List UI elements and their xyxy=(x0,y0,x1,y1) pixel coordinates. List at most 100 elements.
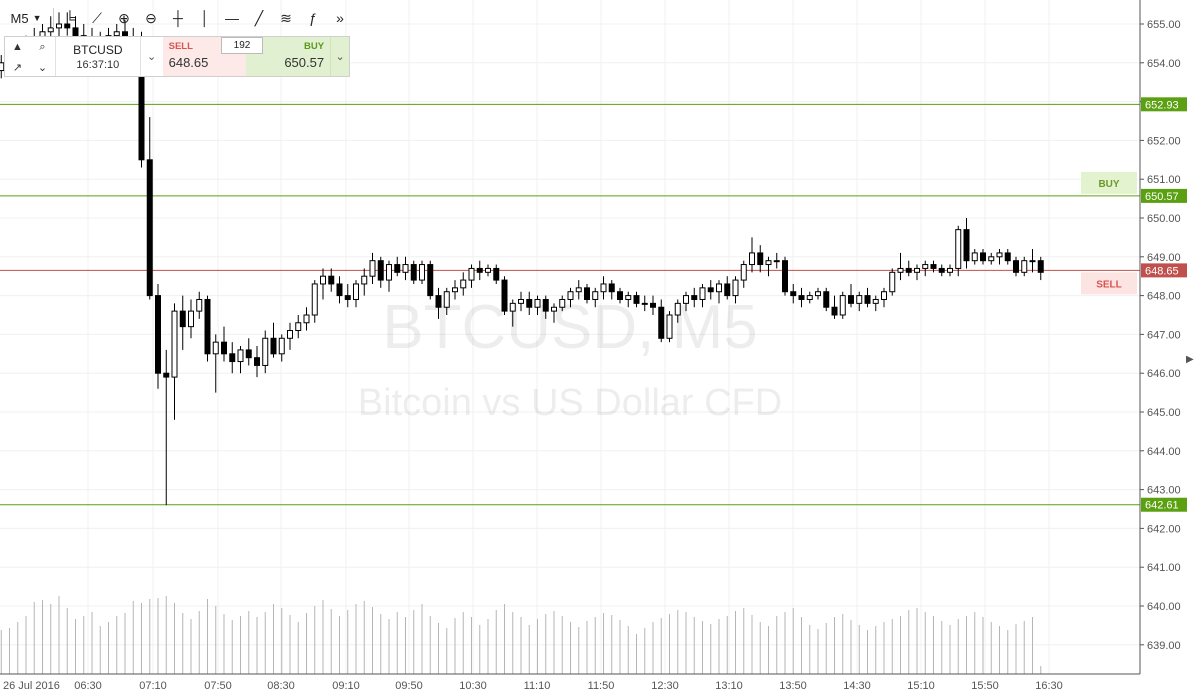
buy-dropdown-icon[interactable]: ⌄ xyxy=(330,37,350,76)
chevron-down-icon: ▼ xyxy=(32,13,42,23)
candle-body xyxy=(0,62,5,72)
candle-body xyxy=(839,295,846,316)
candle-body xyxy=(344,295,351,300)
horizontal-line-icon[interactable]: — xyxy=(225,10,239,26)
price-axis-bg xyxy=(1140,0,1194,694)
time-tick-label: 16:30 xyxy=(1035,680,1063,692)
price-line-label: 648.65 xyxy=(1145,265,1179,277)
candle-body xyxy=(732,279,739,297)
candle-body xyxy=(64,23,71,29)
candle-body xyxy=(402,264,409,273)
candle-body xyxy=(592,291,599,300)
sell-label: SELL xyxy=(168,41,193,52)
candle-body xyxy=(955,229,962,269)
fast-forward-icon[interactable]: » xyxy=(336,10,344,26)
candle-body xyxy=(460,279,467,289)
candle-body xyxy=(963,229,970,262)
time-tick-label: 09:10 xyxy=(332,680,360,692)
candle-body xyxy=(369,260,376,277)
watermark-description: Bitcoin vs US Dollar CFD xyxy=(358,382,782,424)
chevron-down-icon[interactable]: ⌄ xyxy=(37,61,48,74)
vertical-line-icon[interactable]: │ xyxy=(200,10,210,26)
sell-button[interactable]: SELL 648.65 xyxy=(162,37,247,76)
candle-body xyxy=(56,23,62,29)
trade-tag-bg xyxy=(1081,272,1137,295)
candle-body xyxy=(493,267,500,281)
candle-body xyxy=(179,310,186,328)
candle-body xyxy=(534,298,541,308)
chart-toolbar: M5 ▼ ╘ ⟋ ⊕ ⊖ ┼ │ — ╱ ≋ ƒ » xyxy=(0,0,370,36)
candle-body xyxy=(410,264,417,281)
panel-controls: ▲ ⌕ ↗ ⌄ xyxy=(5,37,56,76)
candle-body xyxy=(815,291,821,297)
trend-line-icon[interactable]: ╱ xyxy=(254,9,264,26)
quantity-input[interactable]: 192 xyxy=(221,37,263,54)
bar-style-icon[interactable]: ╘ xyxy=(65,10,75,26)
candle-body xyxy=(897,267,904,273)
candle-body xyxy=(435,295,442,308)
candle-body xyxy=(674,302,681,316)
candle-body xyxy=(171,310,178,378)
candle-body xyxy=(914,267,920,273)
price-tick-label: 641.00 xyxy=(1147,562,1181,574)
candle-body xyxy=(980,252,986,262)
price-line-label-bg xyxy=(1141,263,1187,278)
price-line-label: 650.57 xyxy=(1145,191,1179,203)
candle-body xyxy=(1004,252,1011,262)
price-line-label: 652.93 xyxy=(1145,99,1179,111)
candle-body xyxy=(773,260,780,263)
candle-body xyxy=(336,283,343,297)
candle-body xyxy=(237,349,244,363)
candle-body xyxy=(311,283,318,316)
candle-body xyxy=(254,357,260,366)
interval-selector[interactable]: M5 ▼ xyxy=(6,5,46,31)
candle-body xyxy=(1021,260,1028,273)
zoom-out-icon[interactable]: ⊖ xyxy=(145,9,157,26)
collapse-icon[interactable]: ▲ xyxy=(12,41,23,53)
candle-body xyxy=(72,27,79,37)
price-tick-label: 642.00 xyxy=(1147,523,1181,535)
candle-body xyxy=(1029,260,1036,263)
candle-body xyxy=(113,31,120,37)
search-icon[interactable]: ⌕ xyxy=(39,40,46,53)
candle-body xyxy=(699,287,706,300)
candle-body xyxy=(419,264,425,281)
candle-body xyxy=(658,306,665,339)
candle-body xyxy=(567,291,574,300)
candle-body xyxy=(551,306,557,312)
time-tick-label: 26 Jul 2016 xyxy=(3,680,60,692)
candle-body xyxy=(856,295,863,304)
external-link-icon[interactable]: ↗ xyxy=(12,61,23,74)
price-line-label-bg xyxy=(1141,497,1187,512)
symbol-info[interactable]: BTCUSD 16:37:10 xyxy=(56,37,141,76)
interval-label: M5 xyxy=(10,10,29,26)
price-tick-label: 651.00 xyxy=(1147,174,1181,186)
crosshair-icon[interactable]: ┼ xyxy=(173,10,183,26)
candle-body xyxy=(229,353,236,363)
candle-body xyxy=(188,310,194,328)
candle-body xyxy=(864,295,871,304)
time-tick-label: 11:10 xyxy=(524,680,551,692)
candle-body xyxy=(47,27,54,33)
symbol-dropdown-icon[interactable]: ⌄ xyxy=(147,51,157,63)
one-click-trade-panel: ▲ ⌕ ↗ ⌄ BTCUSD 16:37:10 ⌄ SELL 648.65 BU… xyxy=(4,36,350,77)
time-tick-label: 11:50 xyxy=(588,680,615,692)
price-tick-label: 647.00 xyxy=(1147,329,1181,341)
toolbar-divider xyxy=(53,8,54,28)
indicators-icon[interactable]: ⟋ xyxy=(92,9,102,26)
price-tick-label: 650.00 xyxy=(1147,213,1181,225)
function-icon[interactable]: ƒ xyxy=(309,10,317,26)
price-line-label-bg xyxy=(1141,188,1187,203)
price-tick-label: 649.00 xyxy=(1147,252,1181,264)
candle-body xyxy=(1037,260,1044,273)
fibonacci-icon[interactable]: ≋ xyxy=(280,9,292,26)
candle-body xyxy=(848,295,854,304)
candle-body xyxy=(559,298,566,308)
candle-body xyxy=(518,298,524,304)
zoom-in-icon[interactable]: ⊕ xyxy=(118,9,130,26)
buy-button[interactable]: BUY 650.57 xyxy=(246,37,331,76)
candle-body xyxy=(245,349,252,359)
time-tick-label: 07:50 xyxy=(204,680,232,692)
candle-body xyxy=(633,295,640,304)
